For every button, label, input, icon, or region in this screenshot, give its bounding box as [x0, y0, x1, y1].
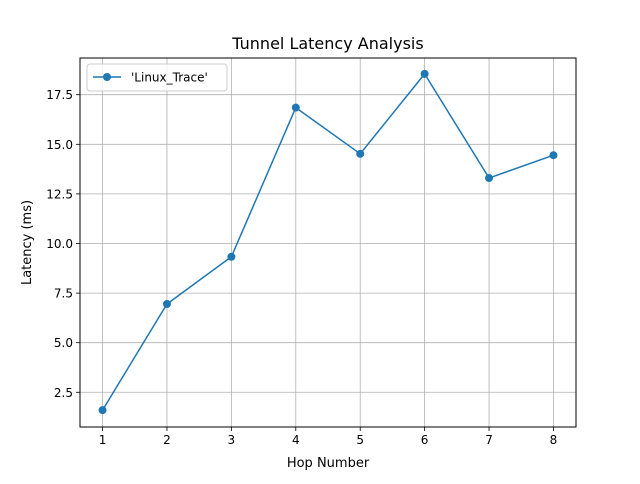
data-point	[549, 151, 558, 160]
grid-lines	[80, 58, 576, 427]
y-tick-label: 5.0	[54, 336, 73, 350]
y-tick-label: 10.0	[46, 237, 73, 251]
data-point	[420, 69, 429, 78]
x-tick-label: 5	[356, 433, 364, 447]
legend-box	[86, 63, 228, 92]
x-tick-label: 8	[550, 433, 558, 447]
series-layer	[98, 69, 558, 415]
x-tick-label: 4	[292, 433, 300, 447]
data-point	[98, 406, 107, 415]
plot-area-frame	[79, 57, 577, 428]
data-point	[485, 174, 494, 183]
legend-label: 'Linux_Trace'	[131, 71, 208, 85]
legend: 'Linux_Trace'	[86, 63, 228, 92]
x-axis-ticks: 1 2 3 4 5 6 7 8	[99, 427, 558, 447]
data-point	[227, 252, 236, 261]
x-axis-label: Hop Number	[287, 456, 370, 471]
x-tick-label: 1	[99, 433, 107, 447]
y-tick-label: 7.5	[54, 287, 73, 301]
data-point	[291, 103, 300, 112]
y-tick-label: 2.5	[54, 386, 73, 400]
legend-marker-swatch	[103, 73, 111, 81]
data-point	[162, 300, 171, 308]
x-tick-label: 7	[485, 433, 493, 447]
chart-title: Tunnel Latency Analysis	[231, 34, 423, 53]
y-tick-label: 12.5	[46, 187, 73, 201]
series-line	[101, 73, 554, 411]
y-tick-label: 17.5	[46, 88, 73, 102]
x-tick-label: 2	[163, 433, 171, 447]
y-axis-ticks: 2.5 5.0 7.5 10.0 12.5 15.0 17.5	[46, 88, 80, 400]
y-axis-label: Latency (ms)	[20, 200, 35, 285]
x-tick-label: 3	[228, 433, 236, 447]
x-tick-label: 6	[421, 433, 429, 447]
data-point	[356, 149, 365, 158]
y-tick-label: 15.0	[46, 138, 73, 152]
